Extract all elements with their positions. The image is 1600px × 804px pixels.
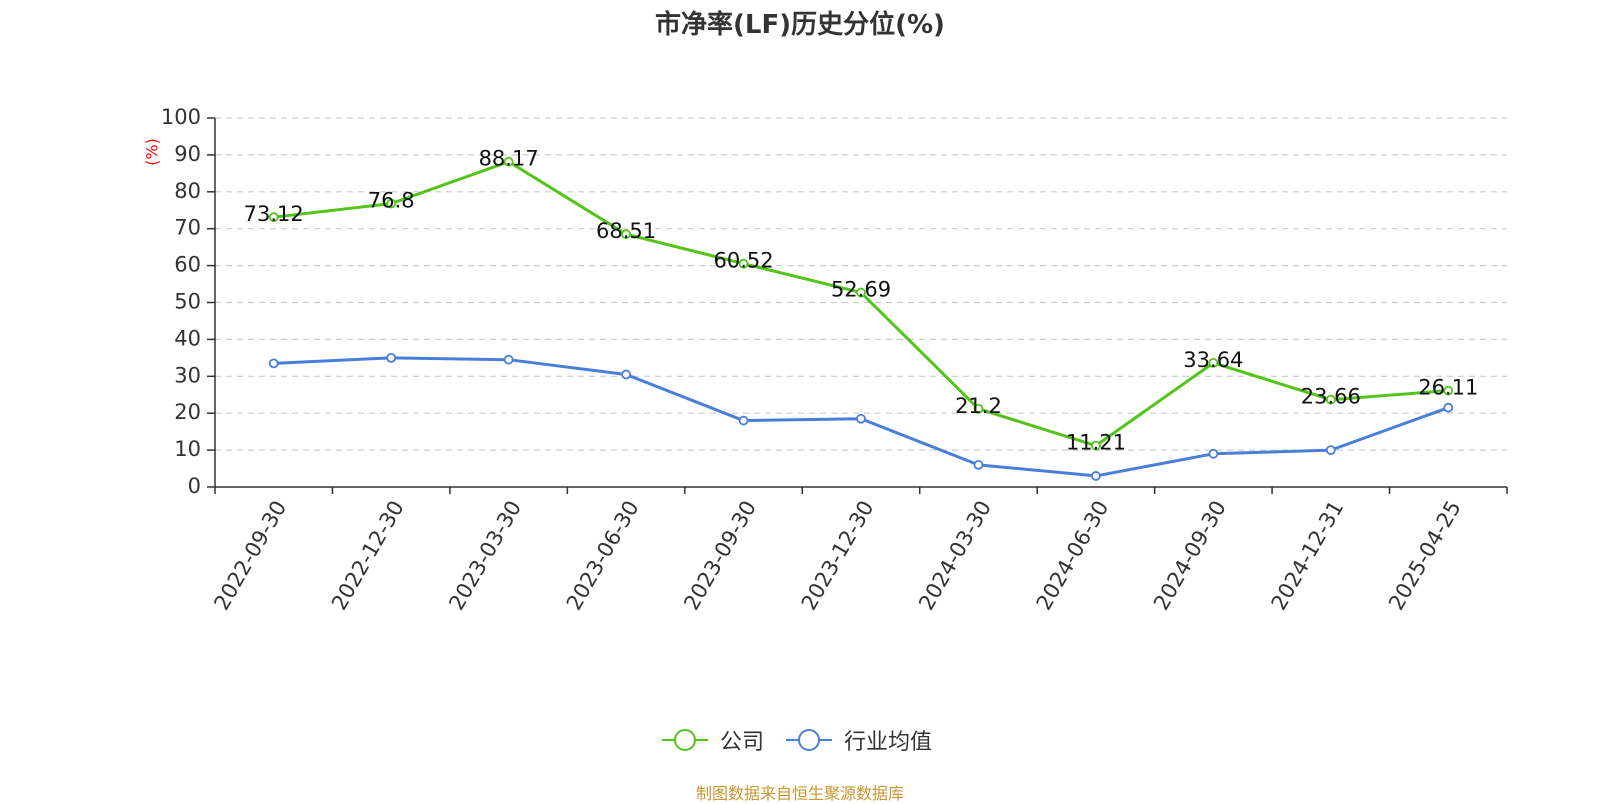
chart-title: 市净率(LF)历史分位(%) (655, 10, 945, 40)
legend-marker (798, 729, 821, 751)
data-point (621, 229, 631, 240)
data-point (268, 358, 279, 369)
data-point (503, 156, 514, 167)
y-tick-label: 10 (174, 437, 201, 461)
y-tick-label: 40 (174, 326, 201, 350)
legend-marker (674, 729, 696, 751)
x-tick-label: 2022-12-30 (327, 497, 409, 615)
data-point (1325, 445, 1336, 456)
data-point (738, 415, 749, 426)
legend: 公司 行业均值 (660, 722, 932, 758)
x-tick-label: 2023-06-30 (562, 497, 644, 615)
data-point (386, 352, 397, 363)
legend-item[interactable]: 公司 (660, 724, 764, 756)
data-point (1091, 471, 1101, 481)
legend-swatch-icon (662, 729, 708, 751)
y-tick-label: 20 (174, 400, 201, 424)
data-point (973, 459, 984, 470)
data-point (1208, 448, 1219, 459)
legend-label: 行业均值 (844, 730, 933, 755)
x-tick-label: 2024-12-31 (1267, 497, 1349, 615)
x-tick-label: 2022-09-30 (209, 497, 291, 615)
data-label: 60.52 (713, 249, 773, 273)
source-note: 制图数据来自恒生聚源数据库 (695, 784, 904, 803)
data-label: 21.2 (955, 394, 1002, 418)
data-point (268, 212, 279, 223)
data-label: 11.21 (1066, 431, 1126, 455)
data-label: 26.11 (1418, 376, 1478, 400)
x-tick-label: 2024-03-30 (914, 497, 996, 615)
y-tick-label: 100 (161, 105, 201, 129)
data-label: 76.8 (368, 189, 415, 213)
y-tick-label: 70 (174, 216, 201, 240)
x-tick-label: 2023-09-30 (679, 497, 761, 615)
data-label: 52.69 (831, 278, 891, 302)
x-tick-label: 2024-09-30 (1149, 497, 1231, 615)
y-tick-label: 50 (174, 290, 201, 314)
x-tick-label: 2023-03-30 (444, 497, 526, 615)
x-tick-label: 2024-06-30 (1032, 497, 1114, 615)
data-point (1443, 402, 1454, 413)
data-point (856, 287, 866, 298)
data-point (738, 258, 749, 269)
legend-label: 公司 (720, 730, 765, 755)
data-label: 88.17 (479, 147, 539, 171)
y-tick-label: 0 (188, 474, 201, 498)
y-tick-label: 80 (174, 179, 201, 203)
data-point (973, 403, 984, 414)
legend-swatch-icon (786, 729, 833, 751)
y-tick-label: 90 (174, 142, 201, 166)
series-layer (268, 156, 1454, 481)
y-tick-label: 30 (174, 363, 201, 387)
data-label: 68.51 (596, 219, 656, 243)
data-point (1091, 440, 1101, 451)
data-point (1325, 394, 1336, 405)
data-labels: 73.12 76.8 88.17 68.51 60.52 52.69 21.2 11.21 33… (244, 147, 1479, 455)
data-point (1443, 385, 1454, 396)
x-tick-label: 2025-04-25 (1384, 497, 1466, 615)
series-line (273, 160, 1449, 448)
y-axis-label: (%) (143, 138, 162, 166)
x-tick-label: 2023-12-30 (797, 497, 879, 615)
legend-item[interactable]: 行业均值 (784, 724, 932, 756)
data-label: 23.66 (1301, 385, 1361, 409)
data-point (621, 369, 631, 380)
data-label: 73.12 (244, 202, 304, 226)
data-point (1208, 357, 1219, 368)
y-tick-label: 60 (174, 253, 201, 277)
data-label: 33.64 (1183, 348, 1243, 372)
data-point (386, 198, 397, 209)
data-point (856, 413, 866, 424)
data-point (503, 354, 514, 365)
